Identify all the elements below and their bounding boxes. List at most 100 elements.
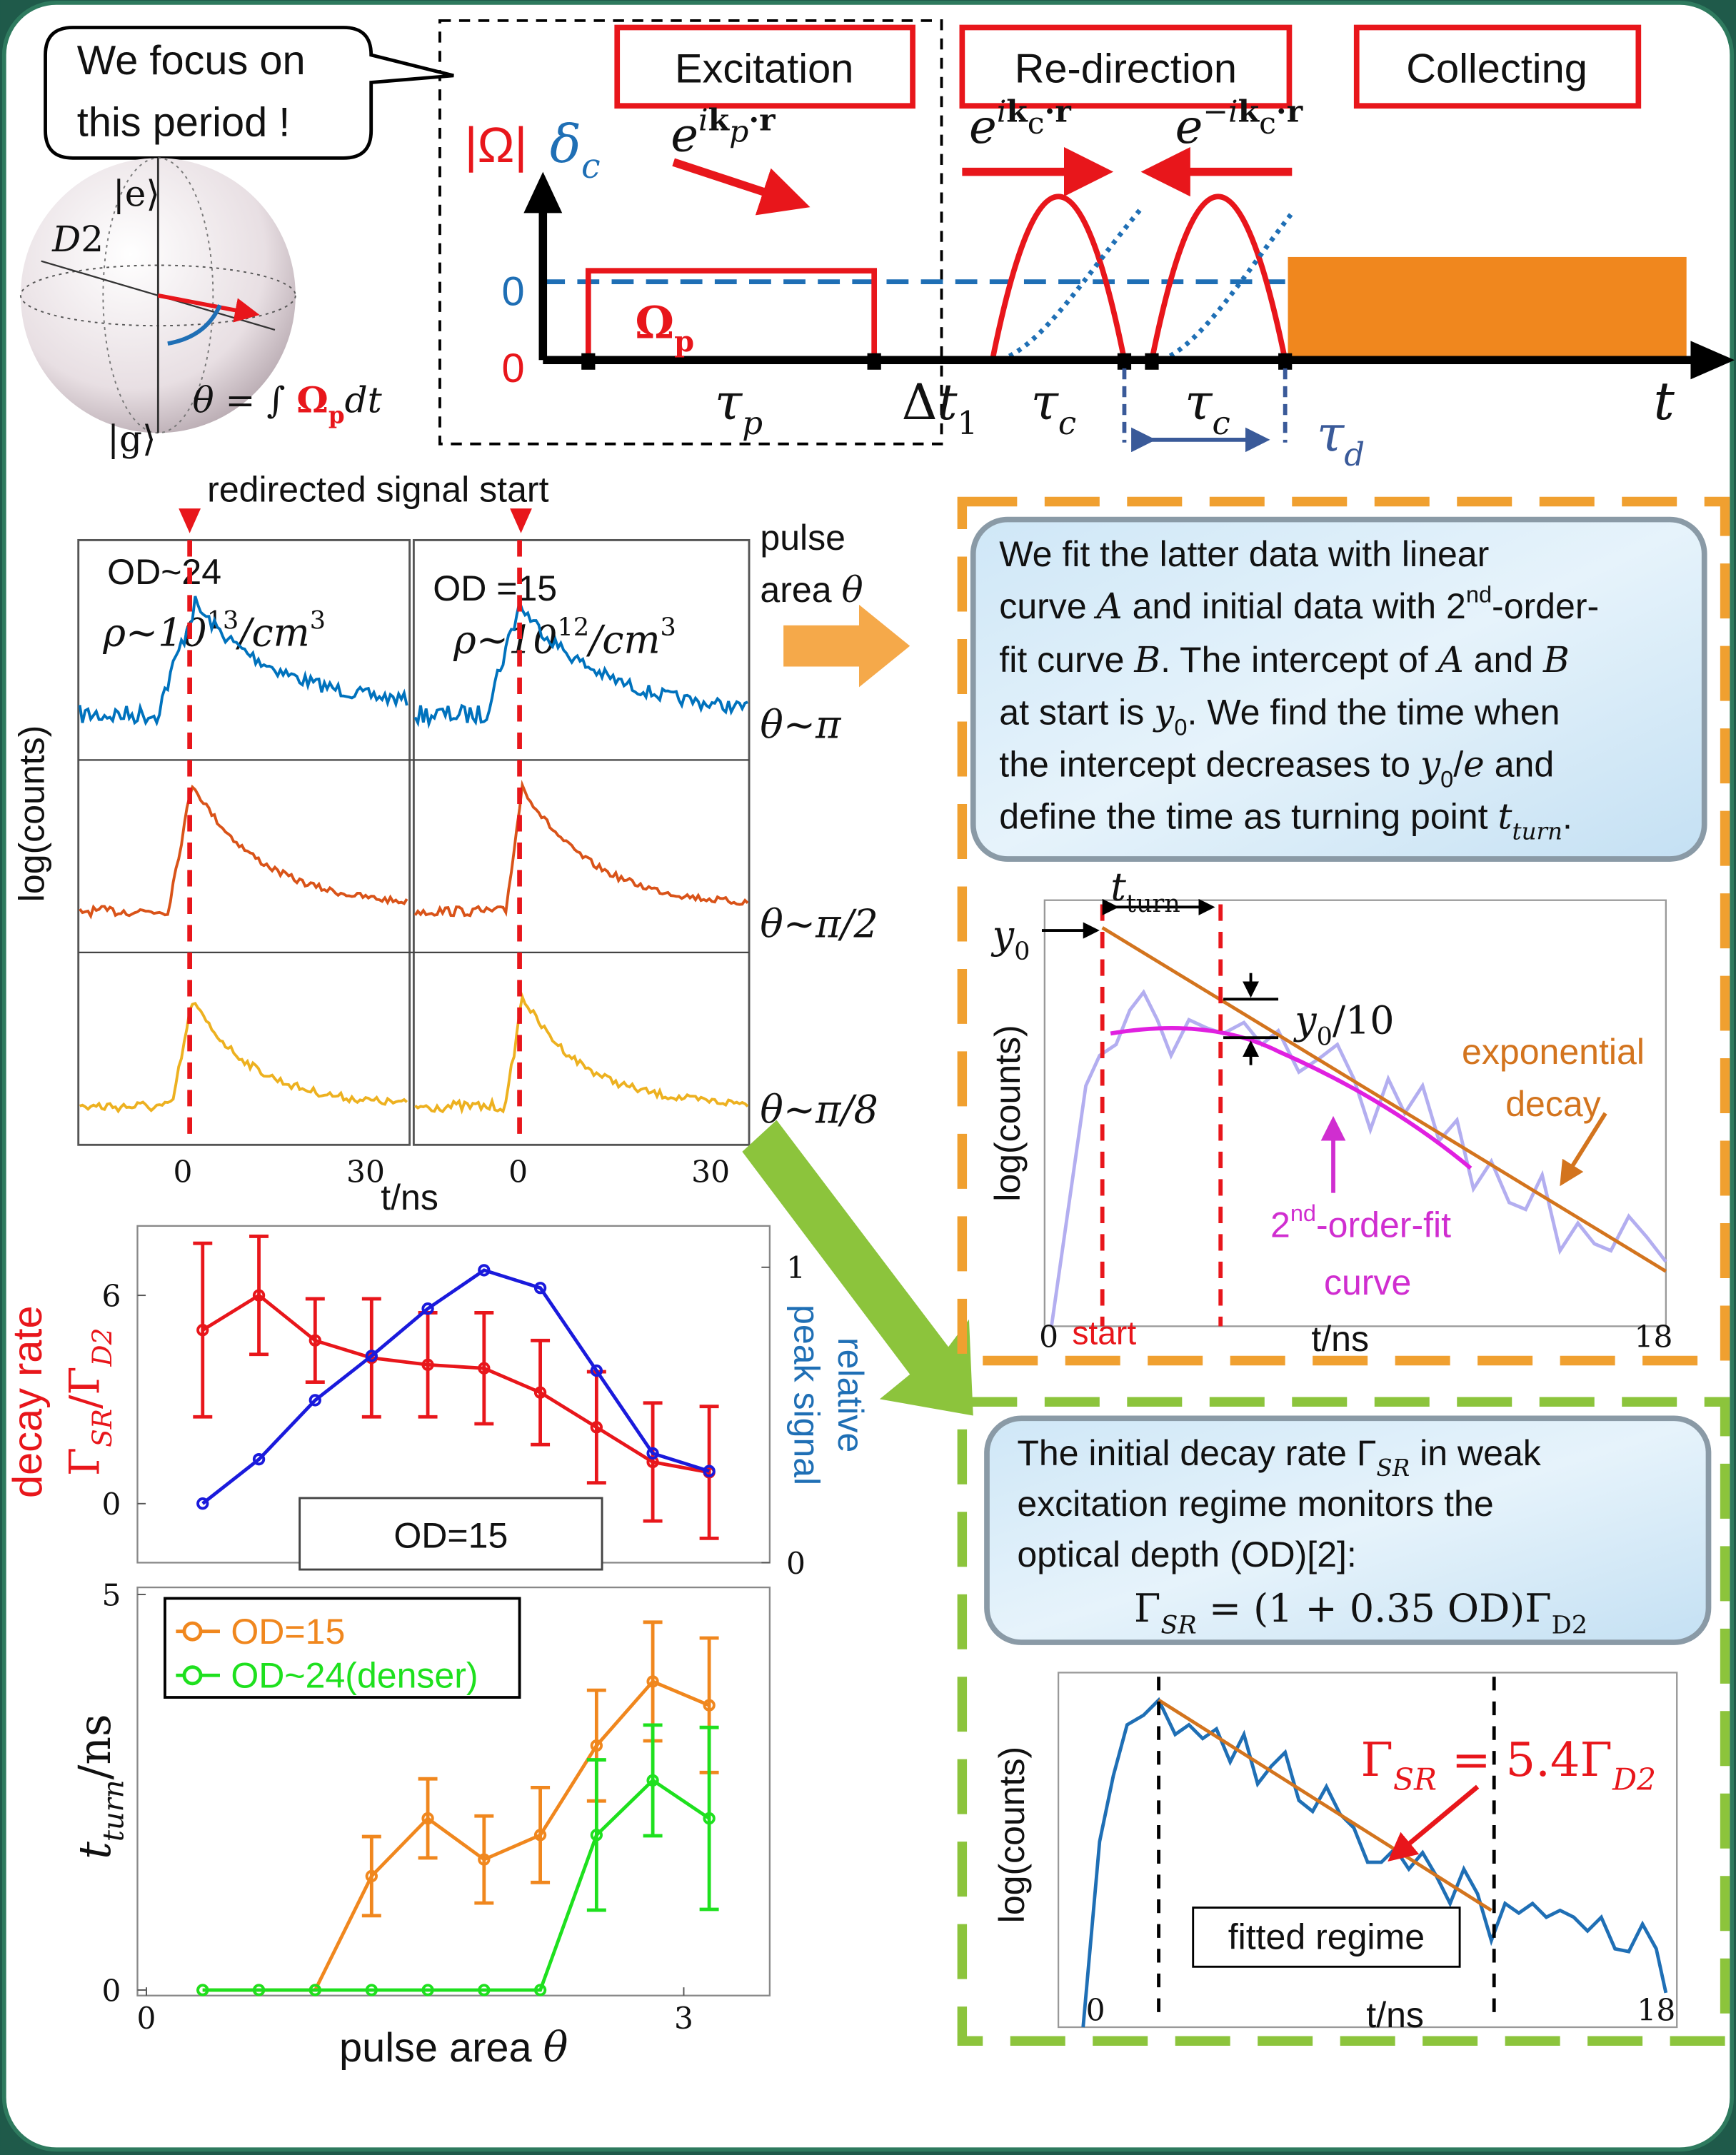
text-part: ·r [748,102,776,138]
text-part: θ~π/2 [760,902,878,947]
tick-label: 0 [1086,1992,1105,2027]
text-part: 2 [81,218,104,260]
text-part: t [938,374,958,431]
text-part: SR [1393,1762,1437,1797]
text-part: e [671,109,698,163]
y2-label: peak signal [787,1305,827,1485]
text-part: /10 [1333,998,1395,1043]
tick [1118,353,1131,370]
text-part: 0 [1440,766,1453,792]
text-part: τ [715,374,743,431]
y-label: log(counts) [992,1747,1032,1924]
fit-label: curve [1324,1262,1411,1302]
tick [868,353,881,370]
pulse-label: pulse [760,518,846,558]
text-part: in weak [1410,1433,1542,1473]
text-part: optical depth (OD)[2]: [1017,1534,1357,1574]
text-part: θ [841,569,863,611]
gamma-panel: The initial decay rate ΓSR in weak excit… [962,1402,1725,2041]
text-part: Γ [1134,1586,1160,1631]
text-part: θ [543,2023,568,2071]
y-tick-label: 0 [101,1973,121,2008]
text-part: c [1058,404,1076,442]
exp-label: decay [1505,1084,1601,1124]
text-part: 0 [1174,714,1187,740]
x-label: t/ns [1366,1995,1424,2035]
text-part: / [1453,744,1463,784]
tick-label: 0 [508,1154,528,1189]
x-tick-label: 3 [674,2001,693,2036]
text-part: turn [1512,818,1562,845]
text-line: fit curve B. The intercept of A and B [999,639,1569,680]
callout-text: We focus on [77,38,306,84]
start-label: start [1072,1314,1136,1351]
text-part: t [69,1842,121,1859]
text-part: . We find the time when [1188,692,1560,732]
text-part: and [1464,640,1543,680]
text-part: Γ [61,1447,109,1476]
text-part: c [1212,404,1230,442]
text-line: optical depth (OD)[2]: [1017,1534,1357,1574]
text-part: the intercept decreases to [999,744,1420,784]
text-part: Ω [635,296,674,348]
text-part: A [1435,639,1464,680]
text-part: Ω [296,378,328,421]
text-part: D2 [1612,1762,1656,1797]
text-part: c [1028,106,1045,141]
text-line: We fit the latter data with linear [999,534,1489,574]
x-label: t/ns [1311,1319,1369,1359]
tick [1145,353,1158,370]
text-part: /ns [69,1714,121,1779]
tick-label: 30 [346,1154,385,1189]
text-part: Γ [1361,1733,1393,1787]
text-line: excitation regime monitors the [1017,1484,1493,1524]
text-part: B [1133,639,1160,680]
tick-label: 18 [1635,1319,1673,1354]
poster: We focus on this period ! Excitation Re-… [0,0,1736,2155]
text-part: turn [97,1779,130,1842]
text-part: y [991,913,1015,958]
tick-label: 0 [174,1154,193,1189]
text-part: curve [1324,1262,1411,1302]
text-part: e [969,100,997,154]
text-part: D2 [86,1327,118,1367]
text-part: at start is [999,692,1154,732]
stage-label: Collecting [1406,46,1587,91]
pulse-label: area θ [760,569,863,611]
annotation: OD=15 [393,1515,508,1555]
callout-text: this period ! [77,100,290,146]
text-part: e [1175,100,1203,154]
text-part: A [1094,586,1123,627]
text-part: /cm [586,617,660,662]
text-part: θ~π [760,703,842,748]
text-part: 0 [1317,1023,1333,1052]
tick-label: 18 [1637,1992,1675,2027]
text-part: SR [1160,1610,1196,1639]
text-part: k [708,102,731,138]
text-part: τ [1317,406,1345,463]
zero-label: 0 [502,346,525,391]
collecting-window [1288,257,1687,360]
y-tick-label: 0 [101,1487,121,1522]
text-part: y [1153,691,1175,733]
text-part: /Γ [61,1366,109,1409]
row-label: θ~π [760,703,842,748]
start-label: redirected signal start [207,470,548,510]
text-part: SR [1376,1455,1410,1482]
text-part: y [1419,743,1441,785]
text-part: /cm [235,611,309,655]
x-label: pulse area θ [339,2023,568,2071]
text-part: i [997,95,1007,130]
text-part: We fit the latter data with linear [999,534,1489,574]
text-part: p [742,404,763,442]
text-part: 0 [1014,937,1030,966]
legend-marker [184,1623,201,1639]
text-part: p [729,115,748,150]
text-part: c [581,147,601,186]
text-part: d [1344,436,1365,473]
text-part: δ [550,114,581,175]
y2-tick-label: 1 [786,1250,806,1285]
od-label: OD =15 [433,568,557,608]
text-part: 12 [558,613,590,642]
text-part: p [328,401,345,428]
